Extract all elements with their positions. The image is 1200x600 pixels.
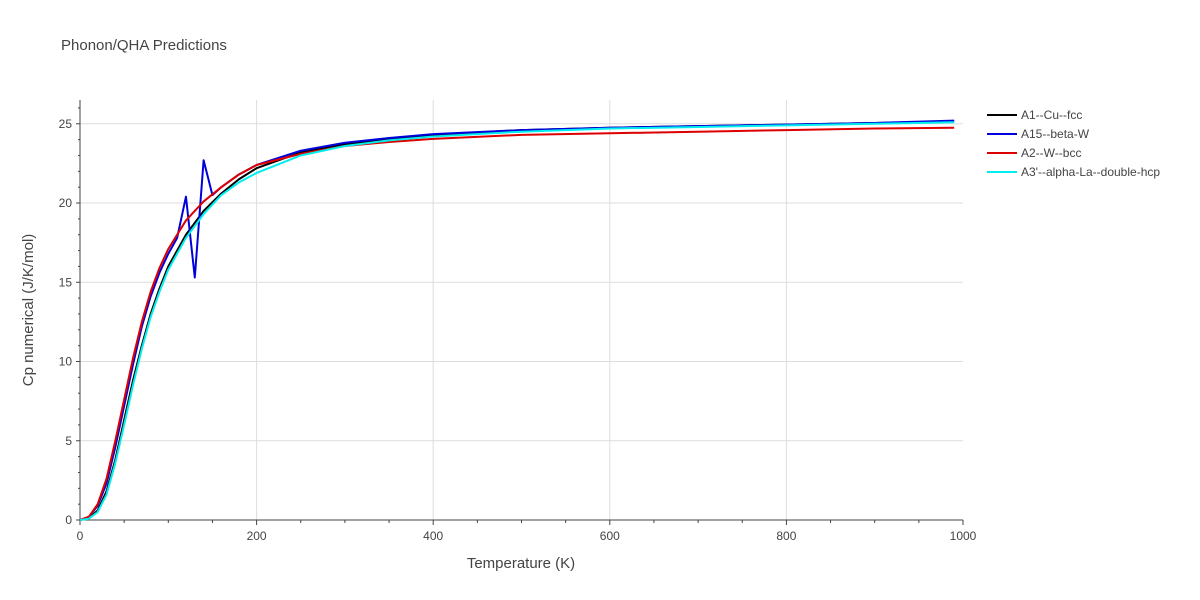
y-tick-label: 5 [65,434,72,448]
legend-label: A3'--alpha-La--double-hcp [1021,165,1160,179]
y-tick-label: 15 [59,275,73,289]
x-tick-label: 0 [77,529,84,543]
legend: A1--Cu--fcc A15--beta-W A2--W--bcc A3'--alp… [987,108,1160,179]
y-tick-label: 20 [59,196,73,210]
x-tick-label: 600 [600,529,620,543]
x-tick-label: 200 [247,529,267,543]
chart-title: Phonon/QHA Predictions [61,37,227,54]
series-line-4 [79,121,955,521]
series-line-1 [79,120,955,521]
x-tick-label: 400 [423,529,443,543]
plot-area [79,119,955,521]
series-line-2 [79,119,955,521]
legend-label: A2--W--bcc [1021,146,1081,160]
y-axis-title: Cp numerical (J/K/mol) [20,234,37,387]
y-tick-label: 10 [59,355,73,369]
y-tick-label: 0 [65,513,72,527]
grid [80,100,963,520]
series-line-3 [79,126,955,521]
legend-label: A1--Cu--fcc [1021,108,1082,122]
x-axis-title: Temperature (K) [467,555,575,572]
y-tick-label: 25 [59,117,73,131]
x-tick-label: 800 [776,529,796,543]
legend-label: A15--beta-W [1021,127,1090,141]
axes: 0 5 10 15 20 25 0 200 400 600 800 1000 [59,100,977,543]
x-tick-label: 1000 [950,529,977,543]
